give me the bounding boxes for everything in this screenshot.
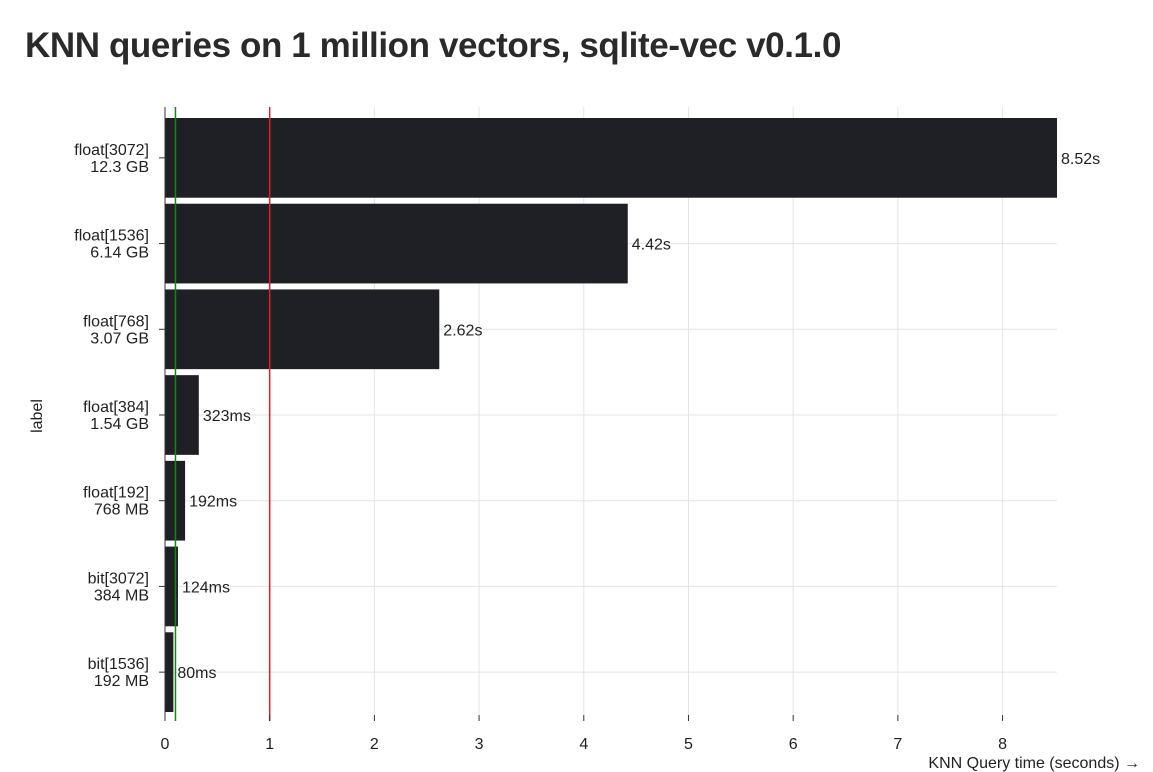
category-size: 384 MB [94,587,149,604]
category-name: bit[1536] [88,656,149,673]
reference-lines [174,107,271,721]
x-tick-label: 7 [893,736,902,753]
grid [164,107,1057,715]
x-tick-label: 6 [789,736,798,753]
bar [165,118,1057,198]
x-tick-label: 3 [475,736,484,753]
x-tick-label: 2 [370,736,379,753]
x-tick-label: 0 [161,736,170,753]
x-tick-label: 8 [998,736,1007,753]
y-tick-label: float[1536] 6.14 GB [74,228,149,262]
value-label: 323ms [203,408,251,425]
chart-title: KNN queries on 1 million vectors, sqlite… [25,26,842,65]
bar [165,375,199,455]
y-tick-label: float[3072] 12.3 GB [74,142,149,176]
y-tick-label: bit[3072] 384 MB [88,570,149,604]
y-tick-label: bit[1536] 192 MB [88,656,149,690]
category-name: float[1536] [74,228,149,245]
category-name: bit[3072] [88,570,149,587]
x-tick-label: 5 [684,736,693,753]
category-size: 3.07 GB [90,330,149,347]
bar [165,289,440,370]
x-axis-title: KNN Query time (seconds) → [928,755,1140,772]
bars [165,118,1057,712]
value-label: 80ms [177,665,216,682]
labels: 8.52s 4.42s 2.62s 323ms 192ms 124ms 80ms float[… [74,142,1100,753]
y-tick-label: float[768] 3.07 GB [83,313,149,347]
bar [165,203,628,284]
y-tick-label: float[384] 1.54 GB [83,399,149,433]
category-size: 192 MB [94,673,149,690]
category-name: float[768] [83,313,149,330]
category-name: float[192] [83,485,149,502]
category-name: float[384] [83,399,149,416]
value-label: 8.52s [1061,151,1100,168]
axes [159,107,1004,721]
category-size: 6.14 GB [90,245,149,262]
category-size: 768 MB [94,502,149,519]
y-tick-label: float[192] 768 MB [83,485,149,519]
value-label: 2.62s [443,322,482,339]
category-name: float[3072] [74,142,149,159]
value-label: 192ms [189,494,237,511]
x-tick-label: 1 [265,736,274,753]
category-size: 1.54 GB [90,416,149,433]
y-axis-title: label [29,399,46,433]
value-label: 4.42s [632,237,671,254]
category-size: 12.3 GB [90,159,149,176]
bar [165,632,174,712]
x-tick-label: 4 [579,736,588,753]
value-label: 124ms [182,579,230,596]
